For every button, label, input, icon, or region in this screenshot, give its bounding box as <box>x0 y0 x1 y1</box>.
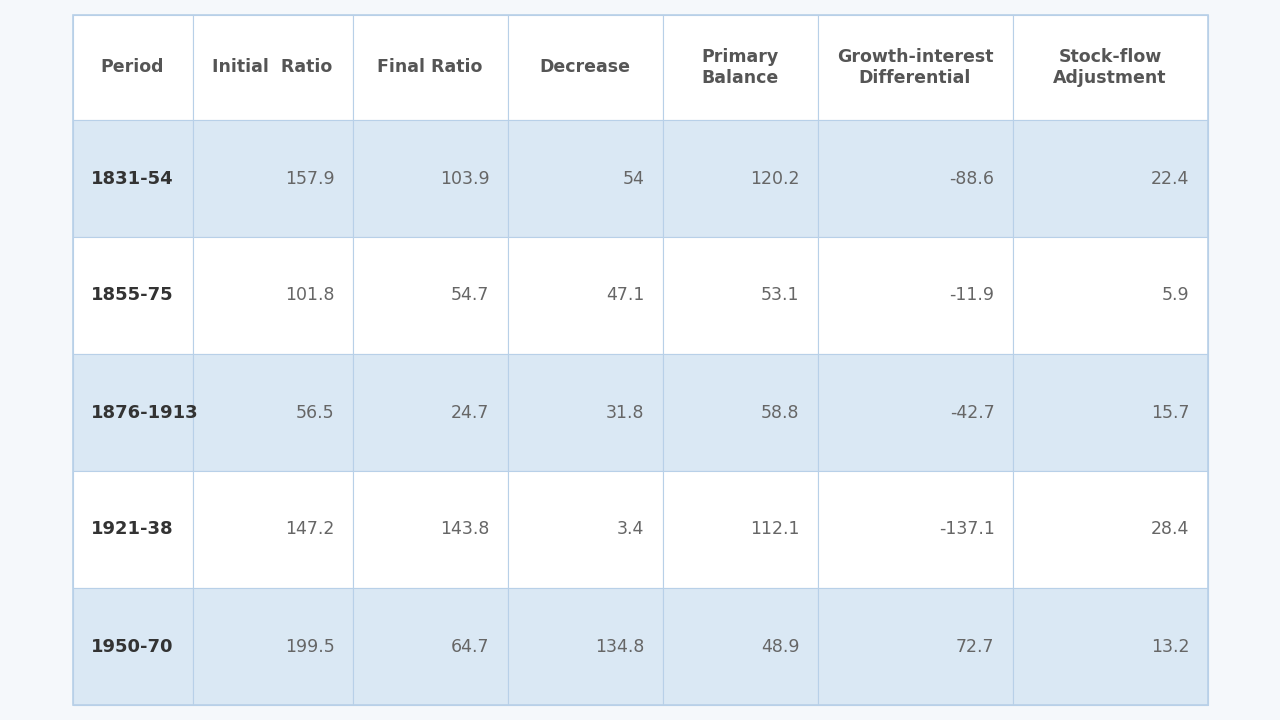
Text: Growth-interest
Differential: Growth-interest Differential <box>837 48 993 87</box>
Bar <box>73 120 192 237</box>
Bar <box>1012 120 1207 237</box>
Bar <box>192 120 352 237</box>
Bar <box>73 15 192 120</box>
Bar <box>507 354 663 471</box>
Text: 22.4: 22.4 <box>1151 169 1189 187</box>
Bar <box>73 471 192 588</box>
Text: -88.6: -88.6 <box>950 169 995 187</box>
Bar <box>192 237 352 354</box>
Bar <box>818 471 1012 588</box>
Bar <box>352 120 507 237</box>
Text: Decrease: Decrease <box>539 58 631 76</box>
Text: 24.7: 24.7 <box>451 403 489 421</box>
Text: 31.8: 31.8 <box>605 403 645 421</box>
Text: 28.4: 28.4 <box>1151 521 1189 539</box>
Bar <box>507 237 663 354</box>
Bar <box>507 120 663 237</box>
Bar <box>73 237 192 354</box>
Bar <box>507 471 663 588</box>
Text: 58.8: 58.8 <box>762 403 800 421</box>
Bar <box>663 354 818 471</box>
Text: 120.2: 120.2 <box>750 169 800 187</box>
Text: 56.5: 56.5 <box>296 403 334 421</box>
Bar <box>352 15 507 120</box>
Bar <box>663 120 818 237</box>
Text: Period: Period <box>101 58 164 76</box>
Bar <box>1012 237 1207 354</box>
Text: Initial  Ratio: Initial Ratio <box>212 58 333 76</box>
Text: 13.2: 13.2 <box>1151 637 1189 655</box>
Bar <box>507 588 663 705</box>
Bar <box>73 15 1207 705</box>
Text: -11.9: -11.9 <box>950 287 995 305</box>
Bar <box>192 354 352 471</box>
Text: 157.9: 157.9 <box>285 169 334 187</box>
Text: 47.1: 47.1 <box>607 287 645 305</box>
Text: 1950-70: 1950-70 <box>91 637 173 655</box>
Text: -42.7: -42.7 <box>950 403 995 421</box>
Text: 1876-1913: 1876-1913 <box>91 403 198 421</box>
Text: 3.4: 3.4 <box>617 521 645 539</box>
Text: 64.7: 64.7 <box>451 637 489 655</box>
Text: 48.9: 48.9 <box>762 637 800 655</box>
Bar <box>663 471 818 588</box>
Text: 1831-54: 1831-54 <box>91 169 173 187</box>
Text: 199.5: 199.5 <box>284 637 334 655</box>
Text: 1921-38: 1921-38 <box>91 521 173 539</box>
Bar <box>663 237 818 354</box>
Bar <box>1012 354 1207 471</box>
Text: 103.9: 103.9 <box>440 169 489 187</box>
Bar <box>73 354 192 471</box>
Text: Primary
Balance: Primary Balance <box>701 48 778 87</box>
Text: 1855-75: 1855-75 <box>91 287 173 305</box>
Bar <box>1012 15 1207 120</box>
Bar <box>1012 588 1207 705</box>
Text: 54.7: 54.7 <box>451 287 489 305</box>
Bar <box>818 120 1012 237</box>
Bar <box>352 588 507 705</box>
Bar <box>1012 471 1207 588</box>
Bar <box>192 471 352 588</box>
Bar <box>818 15 1012 120</box>
Bar <box>663 588 818 705</box>
Text: 143.8: 143.8 <box>440 521 489 539</box>
Text: Final Ratio: Final Ratio <box>378 58 483 76</box>
Text: Stock-flow
Adjustment: Stock-flow Adjustment <box>1053 48 1167 87</box>
Text: -137.1: -137.1 <box>938 521 995 539</box>
Bar <box>818 588 1012 705</box>
Text: 54: 54 <box>622 169 645 187</box>
Bar <box>73 588 192 705</box>
Text: 112.1: 112.1 <box>750 521 800 539</box>
Text: 15.7: 15.7 <box>1151 403 1189 421</box>
Text: 147.2: 147.2 <box>285 521 334 539</box>
Text: 5.9: 5.9 <box>1162 287 1189 305</box>
Text: 53.1: 53.1 <box>762 287 800 305</box>
Bar <box>818 237 1012 354</box>
Bar <box>818 354 1012 471</box>
Bar <box>507 15 663 120</box>
Bar <box>352 354 507 471</box>
Bar <box>192 15 352 120</box>
Bar <box>192 588 352 705</box>
Bar <box>663 15 818 120</box>
Bar <box>352 471 507 588</box>
Text: 134.8: 134.8 <box>595 637 645 655</box>
Text: 72.7: 72.7 <box>956 637 995 655</box>
Bar <box>352 237 507 354</box>
Text: 101.8: 101.8 <box>285 287 334 305</box>
